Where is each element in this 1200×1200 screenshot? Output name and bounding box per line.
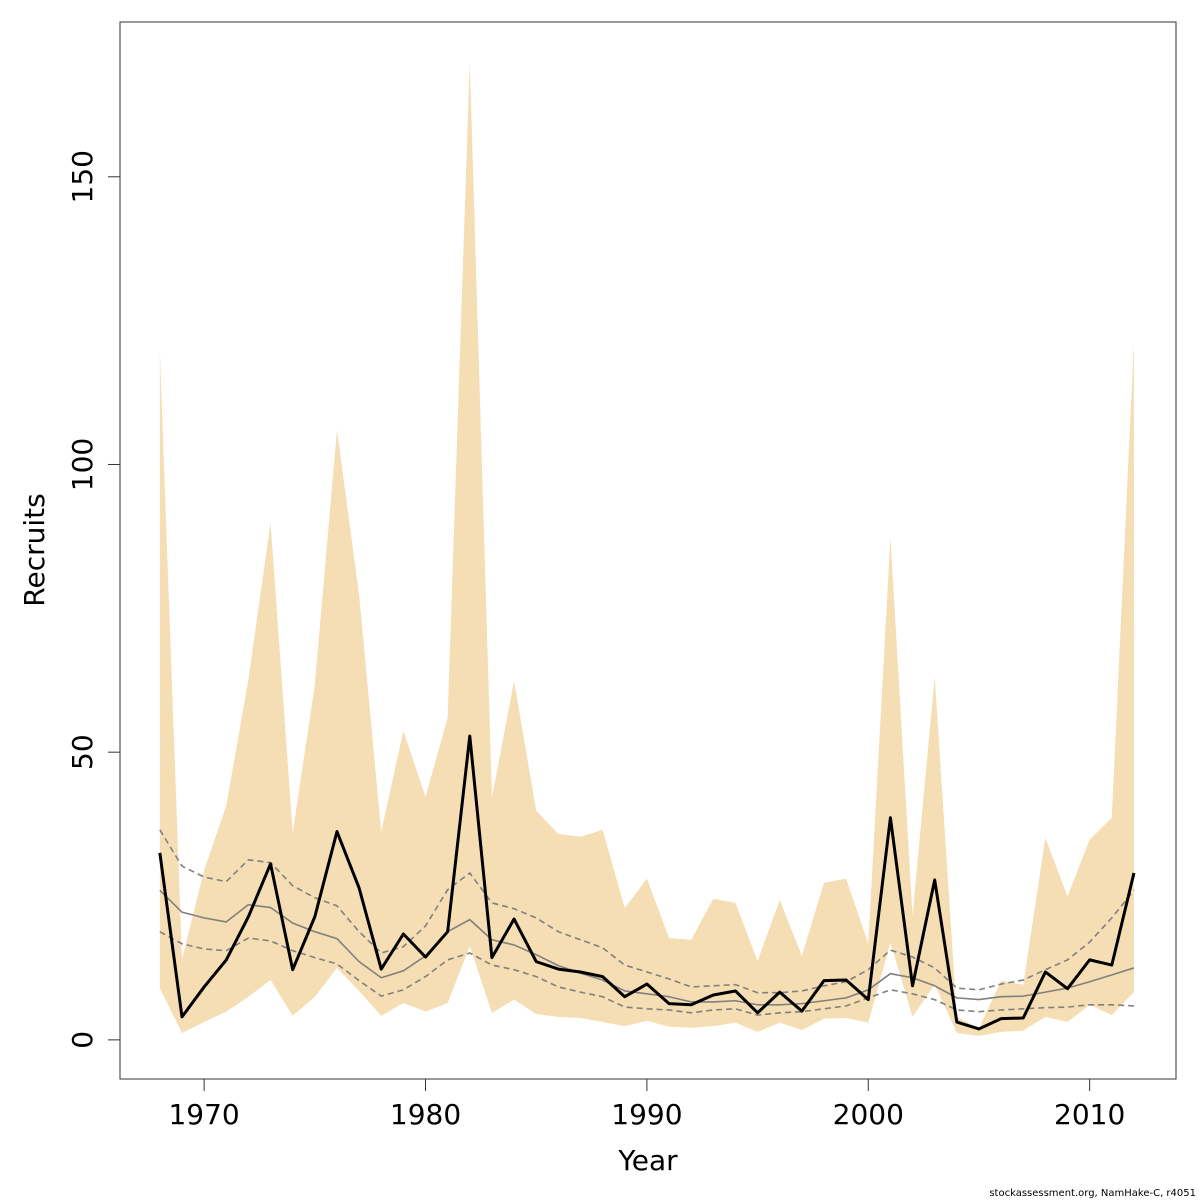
x-tick-label: 2000: [833, 1098, 904, 1131]
x-axis-title: Year: [617, 1144, 678, 1177]
x-tick-label: 1970: [168, 1098, 239, 1131]
series-line: [159, 930, 1134, 1016]
series-line: [158, 734, 1136, 1031]
x-tick-label: 2010: [1054, 1098, 1125, 1131]
y-tick-label: 150: [66, 150, 99, 203]
series-line: [159, 889, 1135, 1006]
confidence-band: [159, 61, 1134, 1036]
x-tick-label: 1990: [611, 1098, 682, 1131]
series-line: [159, 829, 1135, 994]
y-axis-title: Recruits: [18, 493, 51, 606]
y-tick-label: 100: [66, 438, 99, 491]
footnote: stockassessment.org, NamHake-C, r4051: [989, 1188, 1196, 1199]
x-tick-label: 1980: [390, 1098, 461, 1131]
y-tick-label: 0: [66, 1031, 99, 1049]
y-tick-label: 50: [66, 734, 99, 770]
